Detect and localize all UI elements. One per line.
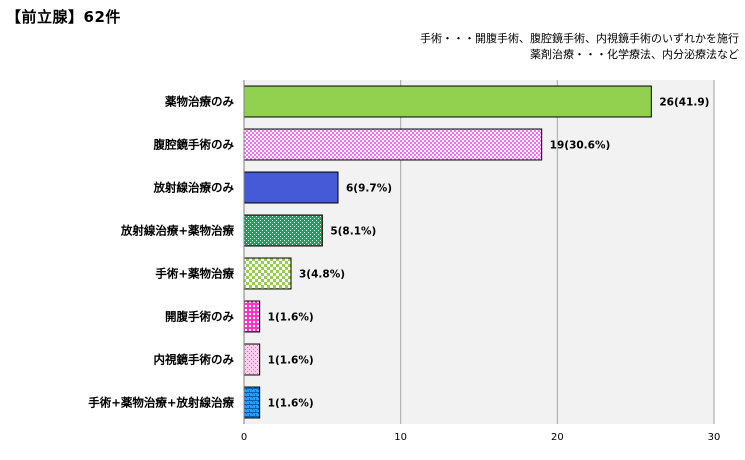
data-label: 1(1.6%) <box>268 355 314 367</box>
chart-note-drug: 薬剤治療・・・化学療法、内分泌療法など <box>530 48 739 61</box>
category-label: 手術+薬物治療 <box>155 267 234 281</box>
bar <box>243 85 652 118</box>
bar <box>243 343 261 376</box>
bar <box>243 128 543 161</box>
category-label: 放射線治療+薬物治療 <box>120 224 235 238</box>
category-label: 薬物治療のみ <box>164 95 234 109</box>
category-label: 放射線治療のみ <box>153 181 235 195</box>
bar <box>243 214 323 247</box>
category-label: 開腹手術のみ <box>165 310 234 324</box>
chart-note-surgery: 手術・・・開腹手術、腹腔鏡手術、内視鏡手術のいずれかを施行 <box>420 32 739 45</box>
data-label: 1(1.6%) <box>268 312 314 324</box>
x-tick-label: 0 <box>241 432 247 443</box>
chart-title: 【前立腺】62件 <box>6 8 121 26</box>
data-label: 19(30.6%) <box>550 140 611 152</box>
data-label: 26(41.9) <box>659 97 709 109</box>
bar <box>243 171 339 204</box>
bar <box>243 386 261 419</box>
category-label: 腹腔鏡手術のみ <box>154 138 235 152</box>
bar <box>243 300 261 333</box>
data-label: 6(9.7%) <box>346 183 392 195</box>
x-tick-label: 10 <box>394 432 407 443</box>
category-label: 内視鏡手術のみ <box>154 353 235 367</box>
x-tick-label: 20 <box>551 432 564 443</box>
category-label: 手術+薬物治療+放射線治療 <box>88 396 234 410</box>
data-label: 3(4.8%) <box>299 269 345 281</box>
x-tick-label: 30 <box>708 432 721 443</box>
bar <box>243 257 292 290</box>
data-label: 1(1.6%) <box>268 398 314 410</box>
data-label: 5(8.1%) <box>330 226 376 238</box>
